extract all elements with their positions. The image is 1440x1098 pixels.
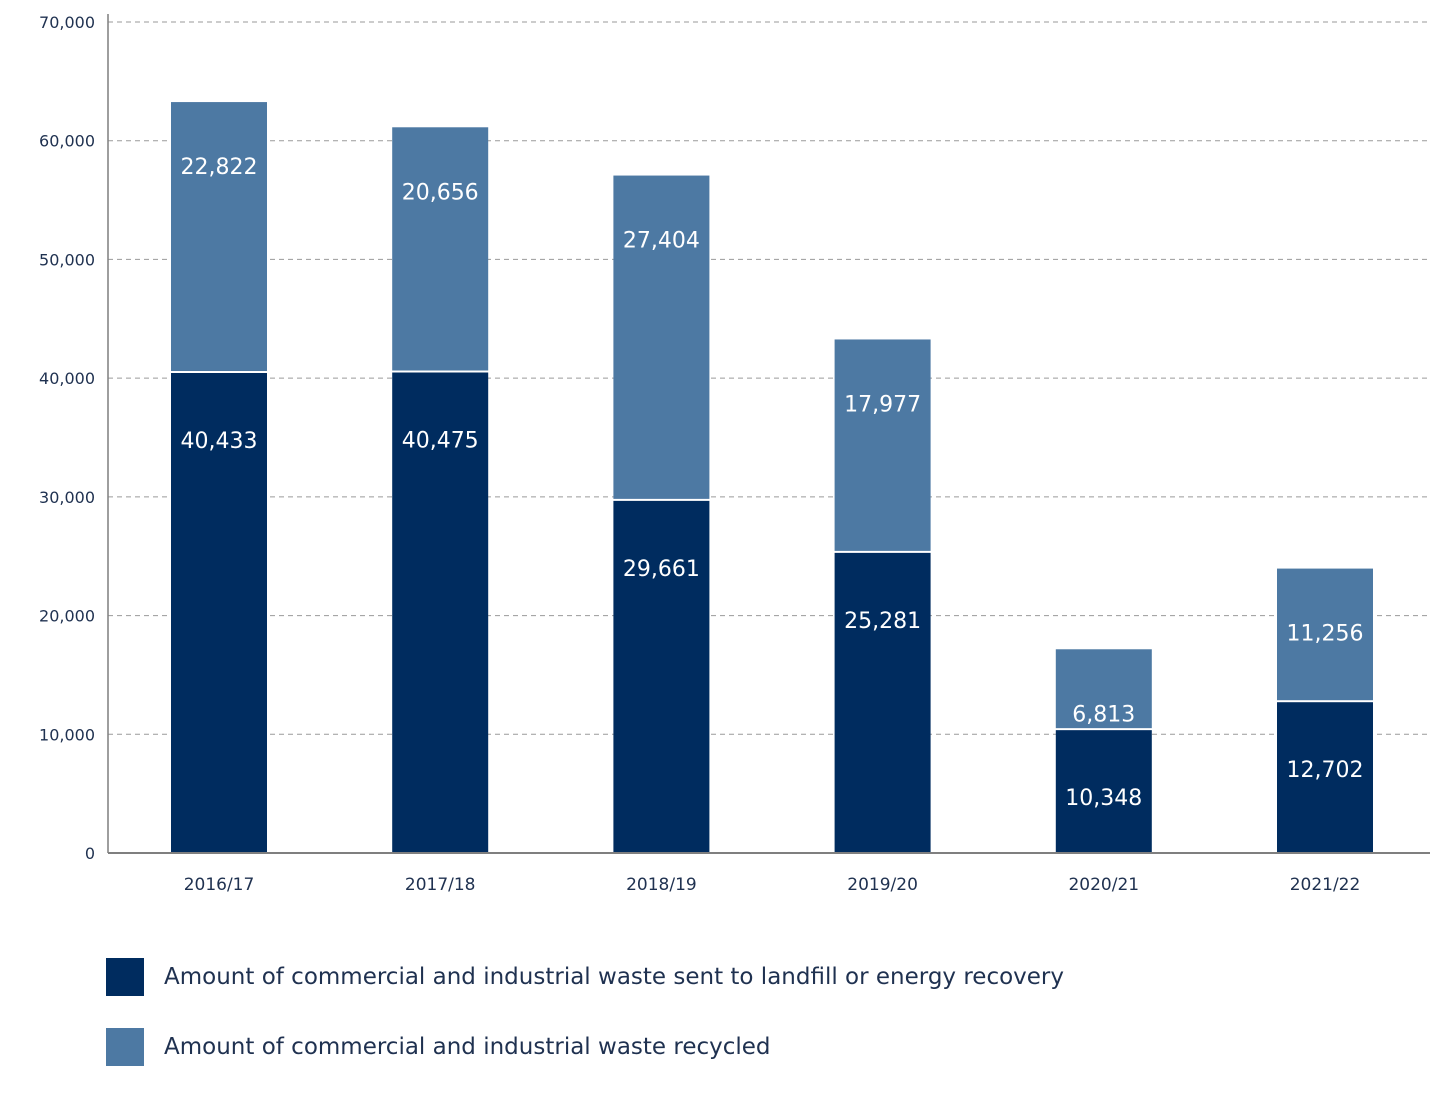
bar-segment [171,373,267,853]
y-tick-label: 60,000 [39,132,95,151]
y-tick-label: 30,000 [39,488,95,507]
data-label: 10,348 [1065,786,1142,811]
x-tick-label: 2016/17 [184,875,255,895]
bar-segment [171,102,267,372]
legend-label-recycled: Amount of commercial and industrial wast… [164,1034,771,1060]
legend-swatch-landfill [106,958,144,996]
x-tick-label: 2020/21 [1068,875,1139,895]
legend-item-recycled: Amount of commercial and industrial wast… [106,1028,1064,1066]
data-label: 20,656 [402,180,479,205]
data-label: 40,433 [181,429,258,454]
legend-item-landfill: Amount of commercial and industrial wast… [106,958,1064,996]
bar-segment [1277,702,1373,853]
bar-segment [834,339,931,551]
legend: Amount of commercial and industrial wast… [106,958,1064,1098]
data-label: 12,702 [1287,758,1364,783]
bar-segment [613,175,710,499]
x-tick-label: 2017/18 [405,875,476,895]
bar-segment [1055,649,1152,729]
data-label: 11,256 [1287,622,1364,647]
bar-segment [834,552,931,853]
bar-segment [392,372,489,853]
legend-swatch-recycled [106,1028,144,1066]
y-tick-label: 40,000 [39,369,95,388]
data-label: 29,661 [623,557,700,582]
bar-segment [1277,568,1373,701]
data-label: 27,404 [623,229,700,254]
bar-segment [613,500,710,853]
x-tick-label: 2021/22 [1290,875,1361,895]
data-label: 40,475 [402,429,479,454]
bar-segment [392,127,489,371]
data-label: 17,977 [844,392,921,417]
y-tick-label: 0 [85,844,95,863]
legend-label-landfill: Amount of commercial and industrial wast… [164,964,1064,990]
x-tick-label: 2019/20 [847,875,918,895]
data-label: 6,813 [1072,702,1135,727]
data-label: 22,822 [181,155,258,180]
y-tick-label: 50,000 [39,250,95,269]
bar-chart: 0 10,000 20,000 30,000 40,000 50,000 60,000 70,… [39,13,1430,895]
y-tick-label: 20,000 [39,607,95,626]
y-tick-label: 10,000 [39,725,95,744]
data-label: 25,281 [844,609,921,634]
y-tick-label: 70,000 [39,13,95,32]
bar-segment [1055,730,1152,853]
x-tick-label: 2018/19 [626,875,697,895]
